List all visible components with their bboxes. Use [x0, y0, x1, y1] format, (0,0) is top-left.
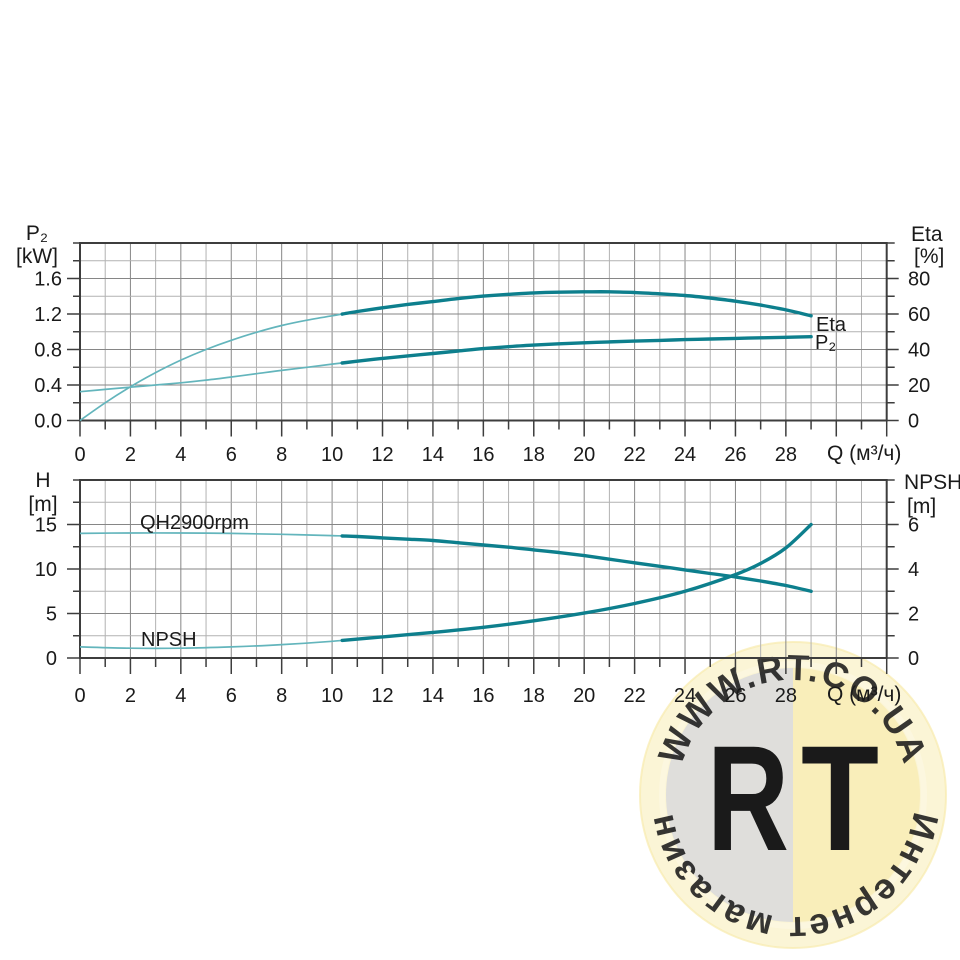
right-tick-label: 2	[908, 604, 919, 626]
curve-label-QH2900rpm: QH2900rpm	[140, 512, 249, 534]
left-tick-label: 1.2	[34, 304, 62, 326]
x-tick-label: 0	[74, 444, 85, 466]
curve-label-Eta: Eta	[816, 314, 847, 336]
x-tick-label: 8	[276, 444, 287, 466]
left-tick-label: 10	[35, 559, 57, 581]
left-tick-label: 0.4	[34, 375, 62, 397]
right-tick-label: 20	[908, 375, 930, 397]
x-tick-label: 18	[523, 444, 545, 466]
x-tick-label: 24	[674, 685, 696, 707]
x-axis-title: Q (м³/ч)	[827, 683, 901, 706]
left-axis-unit: [m]	[28, 493, 57, 516]
x-tick-label: 8	[276, 685, 287, 707]
curve-QH2900rpm-thick	[340, 534, 813, 593]
watermark-letter-t: T	[801, 714, 879, 882]
left-tick-label: 0.8	[34, 340, 62, 362]
x-tick-label: 28	[775, 444, 797, 466]
right-tick-label: 0	[908, 411, 919, 433]
left-axis-unit: [kW]	[16, 245, 58, 268]
curve-P2-thick	[340, 335, 813, 365]
x-tick-label: 10	[321, 444, 343, 466]
left-axis-title: H	[35, 469, 50, 492]
x-tick-label: 26	[724, 444, 746, 466]
curve-Eta-thick	[340, 290, 813, 318]
axis-ticks	[67, 242, 899, 437]
right-axis-title: Eta	[911, 223, 943, 246]
x-tick-label: 28	[775, 685, 797, 707]
right-tick-label: 6	[908, 515, 919, 537]
grid	[79, 479, 888, 659]
left-tick-label: 0.0	[34, 411, 62, 433]
x-tick-label: 10	[321, 685, 343, 707]
right-tick-label: 40	[908, 340, 930, 362]
x-tick-label: 26	[724, 685, 746, 707]
right-tick-label: 0	[908, 648, 919, 670]
x-tick-label: 4	[175, 444, 186, 466]
x-tick-label: 12	[371, 444, 393, 466]
x-tick-label: 12	[371, 685, 393, 707]
x-tick-label: 14	[422, 685, 444, 707]
axis-titles: H[m]NPSH[m]Q (м³/ч)	[28, 469, 960, 706]
x-tick-label: 2	[125, 444, 136, 466]
x-tick-label: 22	[623, 685, 645, 707]
left-tick-label: 0	[46, 648, 57, 670]
x-tick-label: 14	[422, 444, 444, 466]
x-tick-label: 6	[226, 444, 237, 466]
x-tick-label: 22	[623, 444, 645, 466]
axis-ticks	[67, 479, 899, 674]
curve-NPSH-thick	[340, 522, 813, 643]
right-tick-label: 60	[908, 304, 930, 326]
x-tick-label: 2	[125, 685, 136, 707]
x-tick-label: 16	[472, 444, 494, 466]
power-efficiency-chart: 0 2 4 6 8 10 12 14 16 18 20 22 24 26 280.00.40.81.21.6…	[16, 222, 944, 467]
right-tick-label: 4	[908, 559, 919, 581]
right-axis-unit: [m]	[907, 495, 936, 518]
watermark-disc-left	[666, 668, 793, 922]
curve-P2-thin	[79, 335, 812, 393]
x-tick-label: 24	[674, 444, 696, 466]
left-tick-label: 15	[35, 515, 57, 537]
watermark-disc-right	[793, 668, 920, 922]
right-axis-unit: [%]	[914, 245, 944, 268]
head-npsh-chart: 0 2 4 6 8 10 12 14 16 18 20 22 24 26 280510150246H[m]N…	[28, 469, 960, 708]
right-axis-title: NPSH	[904, 471, 960, 494]
tick-labels: 0 2 4 6 8 10 12 14 16 18 20 22 24 26 280.00.40.81.21.6…	[34, 269, 930, 467]
grid	[79, 242, 888, 421]
left-tick-label: 5	[46, 604, 57, 626]
x-tick-label: 20	[573, 685, 595, 707]
x-tick-label: 16	[472, 685, 494, 707]
x-tick-label: 0	[74, 685, 85, 707]
x-tick-label: 20	[573, 444, 595, 466]
watermark-ring	[659, 661, 927, 929]
watermark-letter-r: R	[707, 714, 789, 882]
curve-Eta-thin	[79, 290, 812, 422]
curve-label-P2: P₂	[815, 332, 836, 354]
axis-titles: P₂[kW]Eta[%]Q (м³/ч)	[16, 222, 944, 465]
left-tick-label: 1.6	[34, 269, 62, 291]
x-tick-label: 6	[226, 685, 237, 707]
curve-label-NPSH: NPSH	[141, 629, 197, 651]
right-tick-label: 80	[908, 269, 930, 291]
x-tick-label: 4	[175, 685, 186, 707]
left-axis-title: P₂	[26, 222, 48, 245]
x-tick-label: 18	[523, 685, 545, 707]
x-axis-title: Q (м³/ч)	[827, 442, 901, 465]
